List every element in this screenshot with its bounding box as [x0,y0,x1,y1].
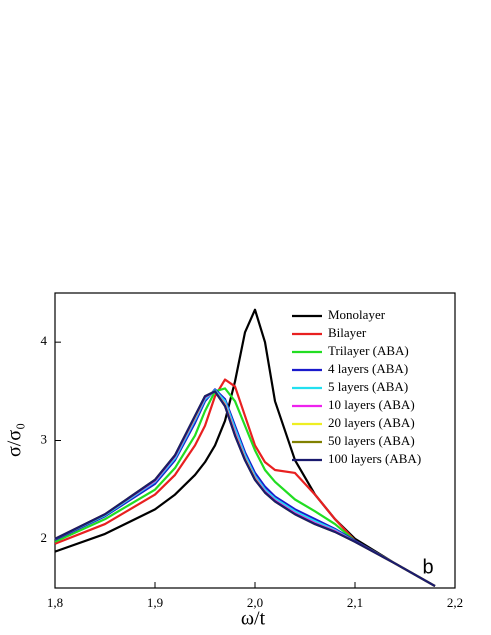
series-line [54,378,436,587]
legend-label: Trilayer (ABA) [328,343,409,358]
legend-label: 100 layers (ABA) [328,451,421,466]
legend-label: Monolayer [328,307,386,322]
x-tick-label: 2,0 [247,595,263,610]
x-tick-label: 2,2 [447,595,463,610]
x-tick-label: 1,8 [47,595,63,610]
legend-label: Bilayer [328,325,367,340]
legend-label: 20 layers (ABA) [328,415,415,430]
x-tick-label: 1,9 [147,595,163,610]
y-tick-label: 2 [41,530,48,545]
y-axis-label: σ/σ₀ [4,423,26,457]
y-tick-label: 4 [41,333,48,348]
annotation: b [422,556,433,578]
x-tick-label: 2,1 [347,595,363,610]
legend-label: 5 layers (ABA) [328,379,408,394]
legend-label: 10 layers (ABA) [328,397,415,412]
y-tick-label: 3 [41,431,48,446]
x-axis-label: ω/t [241,608,266,630]
series-line [54,390,436,587]
legend-label: 50 layers (ABA) [328,433,415,448]
series-line [54,387,436,587]
legend-label: 4 layers (ABA) [328,361,408,376]
